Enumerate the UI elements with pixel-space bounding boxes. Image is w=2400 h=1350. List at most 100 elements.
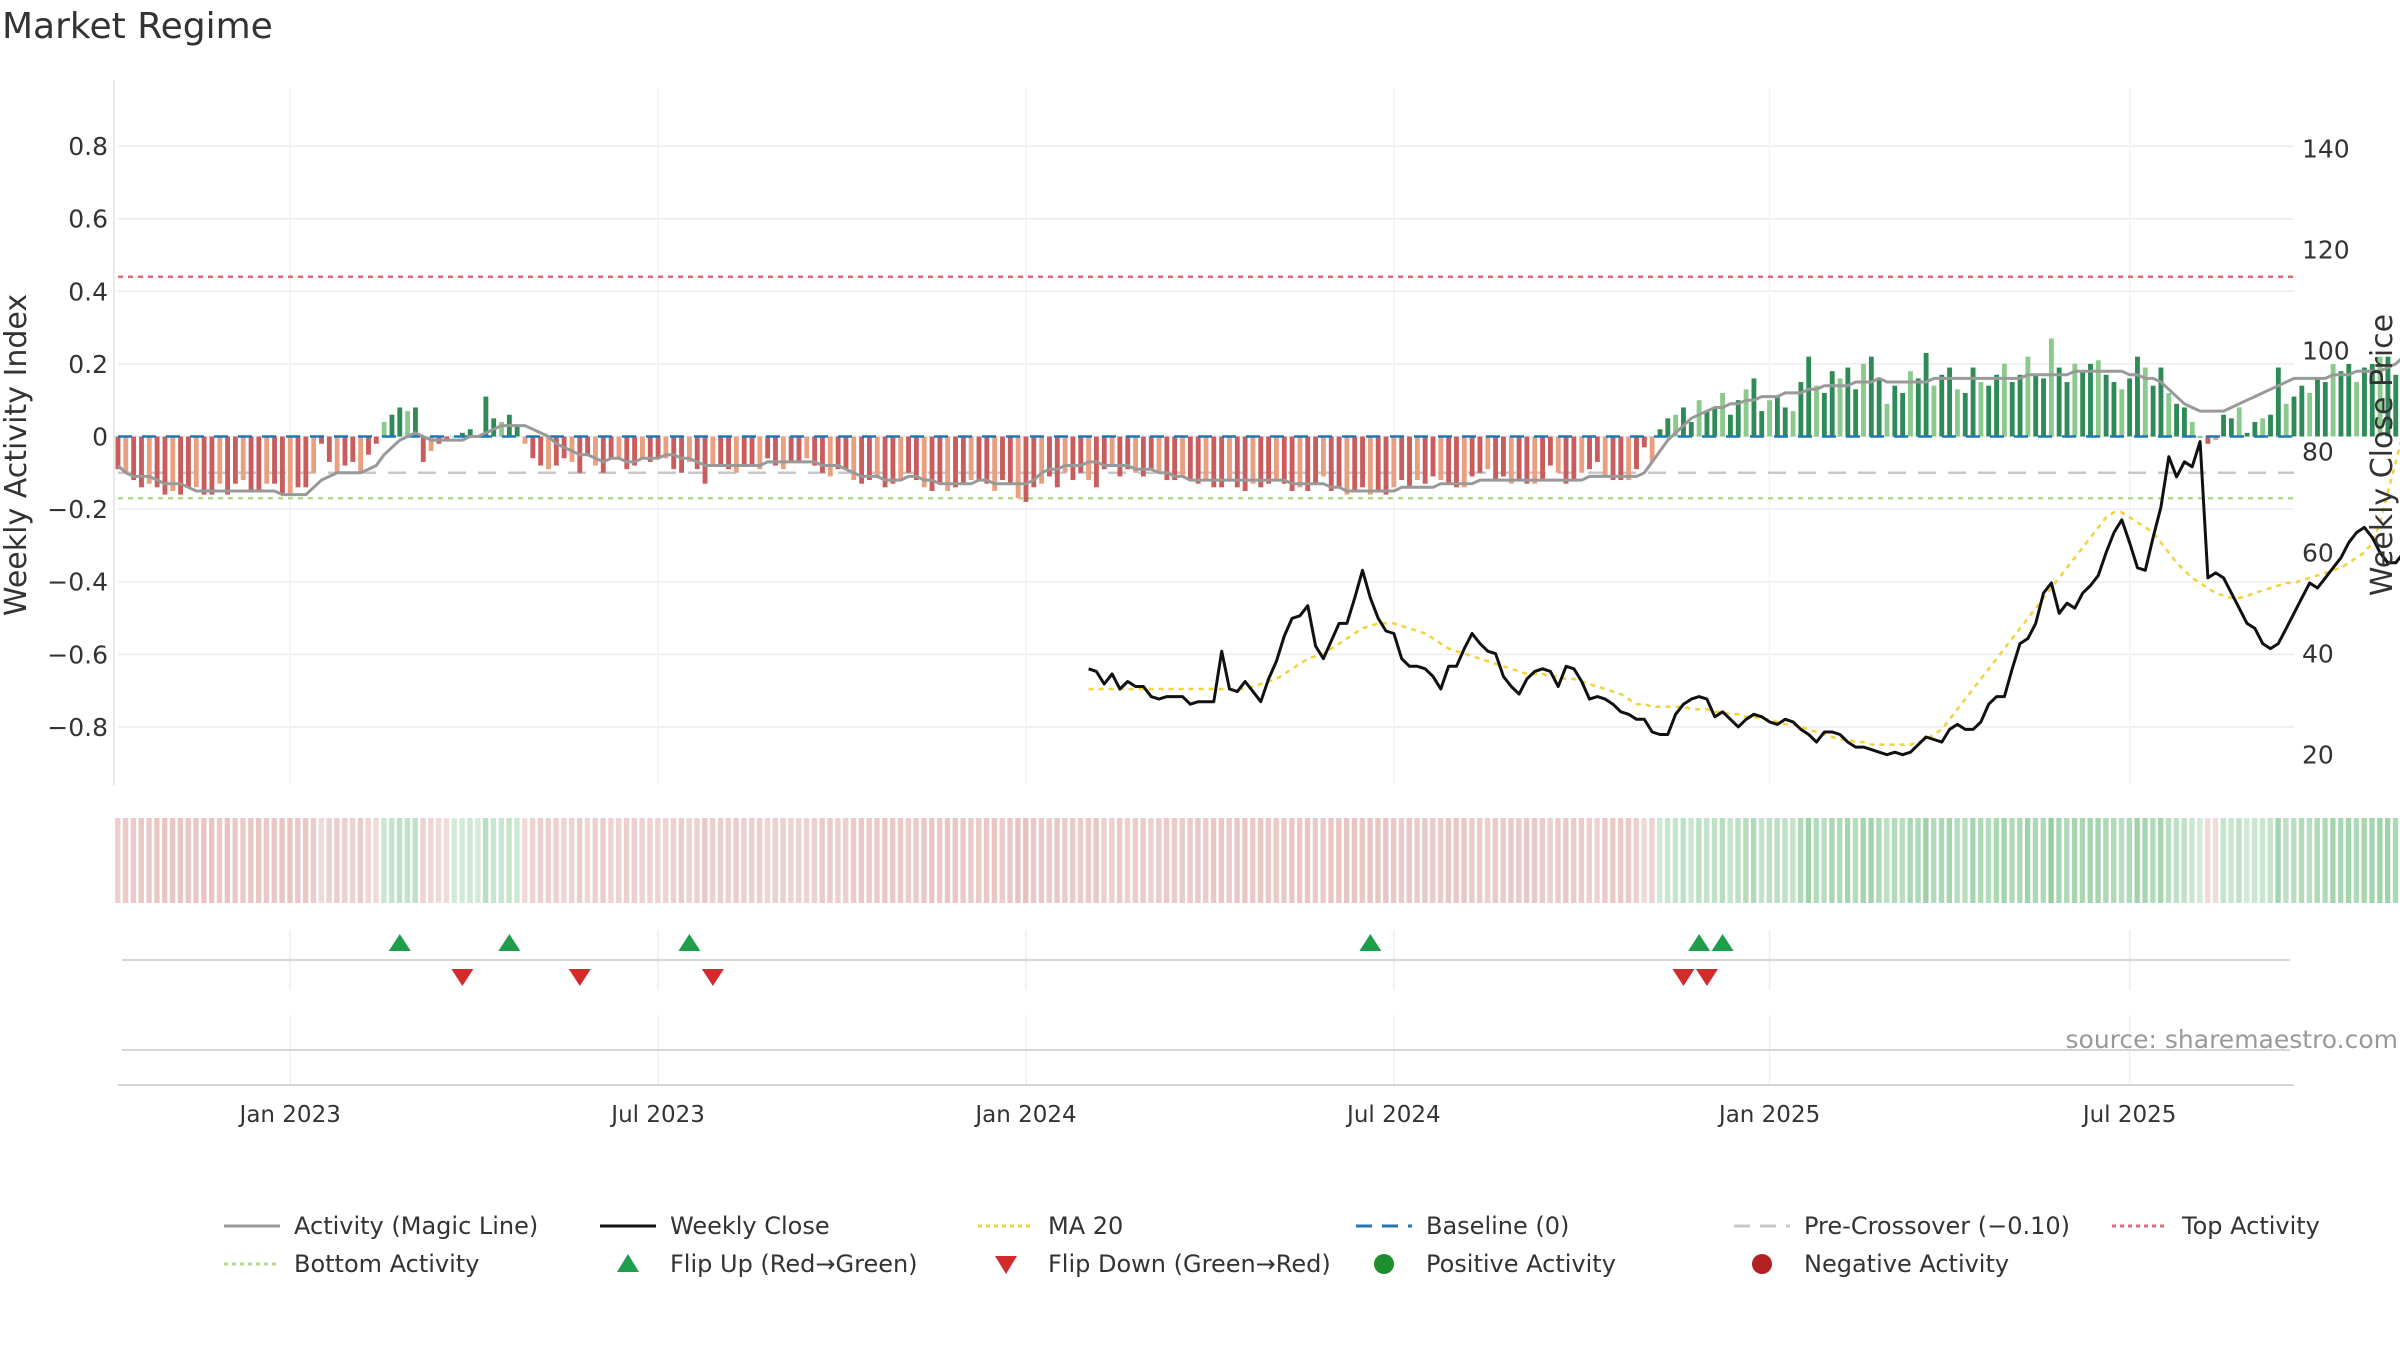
activity-bar	[945, 436, 951, 491]
activity-bar	[1915, 378, 1921, 437]
regime-cell	[1884, 818, 1890, 903]
activity-bar	[1563, 436, 1569, 484]
regime-cell	[1132, 818, 1138, 903]
regime-cell	[2236, 818, 2242, 903]
activity-bar	[1101, 436, 1107, 470]
activity-bar	[820, 436, 825, 473]
regime-cell	[389, 818, 395, 903]
legend-label: Top Activity	[2182, 1212, 2320, 1240]
activity-bar	[217, 436, 223, 484]
activity-bar	[937, 436, 943, 484]
activity-bar	[898, 436, 904, 481]
regime-cell	[357, 818, 364, 903]
regime-cell	[1954, 818, 1960, 903]
regime-cell	[553, 818, 559, 903]
activity-bar	[2119, 389, 2125, 437]
regime-cell	[1946, 818, 1953, 903]
activity-bar	[1814, 385, 1819, 437]
legend-label: Flip Up (Red→Green)	[670, 1250, 918, 1278]
activity-bar	[413, 407, 418, 437]
regime-cell	[1093, 818, 1099, 903]
regime-cell	[850, 818, 857, 903]
activity-bar	[1172, 436, 1178, 481]
regime-cell	[2142, 818, 2148, 903]
legend: Activity (Magic Line) Weekly Close MA 20…	[0, 1208, 2400, 1298]
regime-cell	[1829, 818, 1835, 903]
activity-bar	[2283, 403, 2289, 437]
activity-bar	[1336, 436, 1342, 488]
activity-bar	[2064, 382, 2070, 437]
activity-bar	[1532, 436, 1538, 484]
right-tick-label: 20	[2302, 741, 2334, 770]
regime-cell	[1210, 818, 1217, 903]
activity-bar	[608, 436, 614, 459]
activity-bar	[1876, 378, 1882, 437]
flip-up-marker	[388, 934, 411, 951]
regime-cell	[2228, 818, 2234, 903]
source-credit: source: sharemaestro.com	[2066, 1025, 2399, 1054]
regime-cell	[1852, 818, 1859, 903]
x-axis-ticks: Jan 2023 Jul 2023 Jan 2024 Jul 2024 Jan 2025…	[238, 1102, 2177, 1128]
activity-bar	[726, 436, 731, 470]
activity-bar	[1673, 414, 1679, 437]
regime-cell	[1649, 818, 1655, 903]
regime-cell	[115, 818, 121, 903]
activity-bar	[514, 425, 520, 437]
regime-cell	[1461, 818, 1467, 903]
regime-cell	[897, 818, 904, 903]
regime-cell	[1758, 818, 1765, 903]
activity-bar	[530, 436, 536, 459]
activity-bar	[1688, 421, 1694, 437]
regime-cell	[2345, 818, 2352, 903]
regime-cell	[1837, 818, 1843, 903]
activity-bar	[2080, 371, 2086, 437]
regime-cell	[600, 818, 606, 903]
series-lines	[116, 357, 2400, 757]
regime-cell	[1054, 818, 1060, 903]
regime-cell	[749, 818, 755, 903]
activity-bar	[2385, 356, 2391, 437]
legend-dashed-gray-line-icon	[1734, 1224, 1790, 1228]
activity-bar	[1493, 436, 1499, 481]
regime-cell	[1539, 818, 1545, 903]
regime-cell	[310, 818, 317, 903]
activity-bar	[906, 436, 911, 473]
activity-bar	[1626, 436, 1632, 481]
regime-cell	[1555, 818, 1561, 903]
regime-cell	[921, 818, 927, 903]
activity-bar	[1054, 436, 1060, 488]
activity-bar	[381, 421, 387, 437]
regime-cell	[2165, 818, 2172, 903]
left-tick-label: −0.8	[47, 713, 108, 742]
activity-bar	[624, 436, 630, 470]
activity-bar	[1242, 436, 1248, 491]
x-tick-label: Jan 2023	[238, 1102, 341, 1128]
regime-cell	[2275, 818, 2281, 903]
activity-bar	[1649, 436, 1655, 462]
regime-cell	[858, 818, 865, 903]
activity-bar	[1180, 436, 1185, 477]
activity-bar	[1281, 436, 1287, 484]
activity-bar	[1164, 436, 1170, 481]
flip-down-marker	[568, 969, 591, 986]
regime-cell	[1578, 818, 1585, 903]
regime-cell	[2158, 818, 2164, 903]
regime-cell	[1273, 818, 1279, 903]
regime-cell	[2001, 818, 2007, 903]
activity-bar	[718, 436, 724, 466]
regime-cell	[1265, 818, 1272, 903]
activity-bar	[2127, 378, 2133, 437]
activity-bar	[295, 436, 301, 488]
activity-bar	[960, 436, 966, 484]
activity-bar	[921, 436, 927, 488]
regime-cell	[240, 818, 246, 903]
activity-bar	[2072, 363, 2078, 437]
activity-bar	[953, 436, 958, 488]
left-tick-label: −0.6	[47, 640, 108, 669]
activity-bar	[428, 436, 434, 452]
activity-bar	[1078, 436, 1084, 473]
regime-cell	[2048, 818, 2054, 903]
activity-bar	[1728, 414, 1733, 437]
activity-bar	[1790, 411, 1796, 437]
activity-bars	[115, 338, 2399, 502]
